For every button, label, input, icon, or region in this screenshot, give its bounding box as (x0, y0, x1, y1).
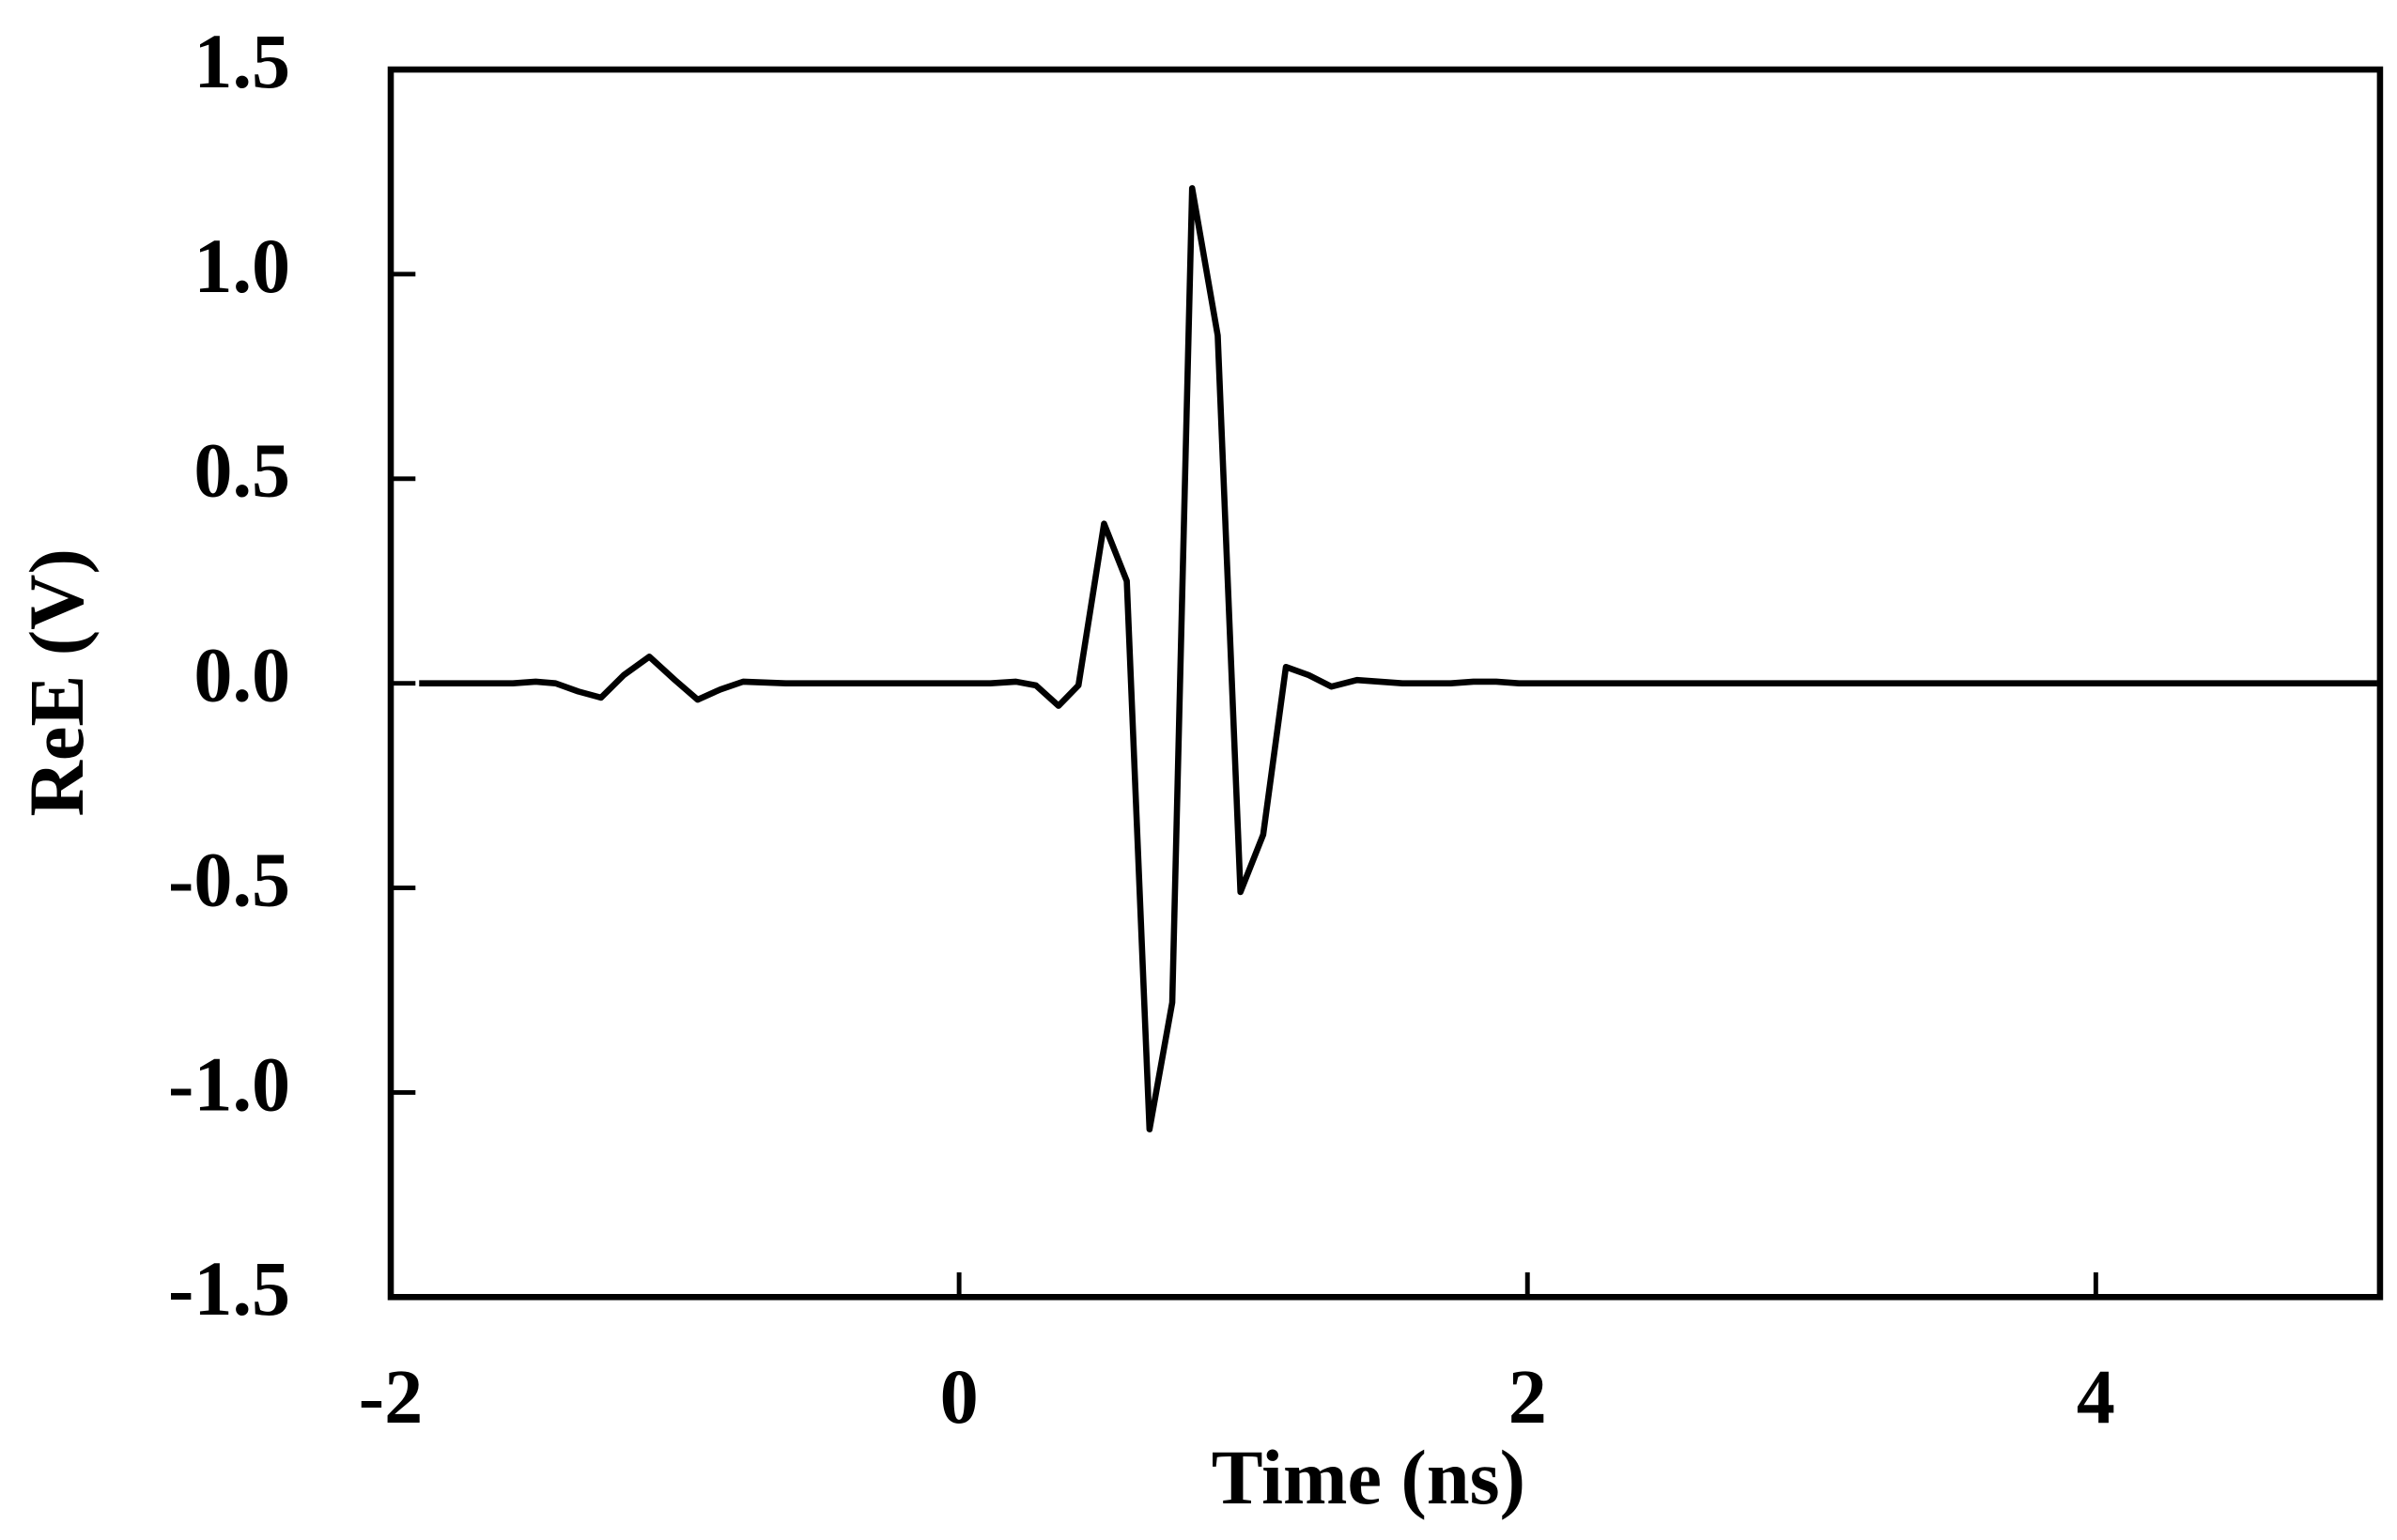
data-line (419, 185, 2377, 1132)
y-tick-label: 1.0 (193, 223, 290, 309)
y-tick-label: 1.5 (193, 19, 290, 104)
y-axis-label: ReE (V) (14, 548, 100, 816)
y-tick-label: -1.0 (168, 1041, 290, 1127)
x-tick-label: 4 (2077, 1354, 2115, 1440)
x-tick-label: -2 (359, 1354, 423, 1440)
x-tick-label: 0 (940, 1354, 979, 1440)
x-axis-label: Time (ns) (1212, 1435, 1525, 1520)
y-tick-label: 0.0 (193, 633, 290, 718)
x-tick-label: 2 (1508, 1354, 1547, 1440)
y-tick-label: -0.5 (168, 837, 290, 922)
y-tick-label: 0.5 (193, 428, 290, 514)
y-tick-label: -1.5 (168, 1246, 290, 1332)
